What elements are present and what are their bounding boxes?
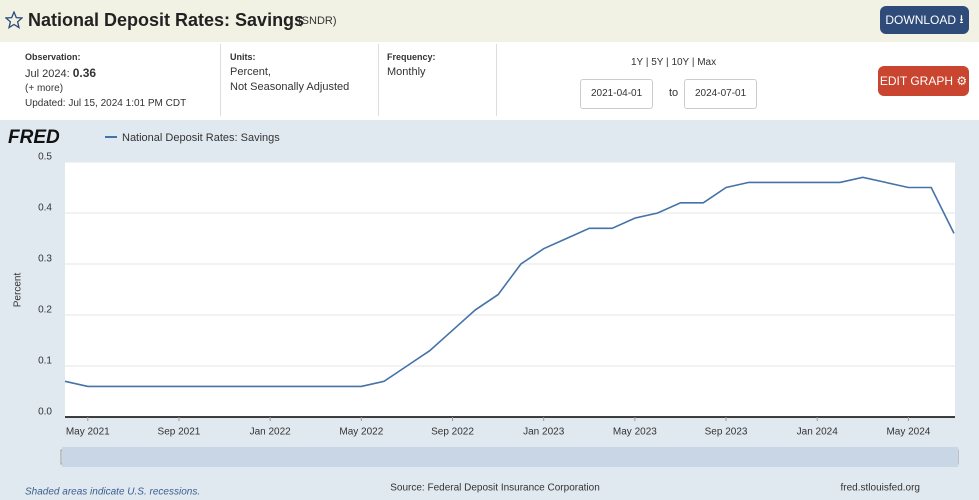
x-tick-label: Jan 2024 bbox=[797, 427, 839, 438]
edit-label: EDIT GRAPH bbox=[879, 74, 954, 88]
to-label: to bbox=[669, 87, 679, 99]
divider bbox=[220, 44, 221, 116]
title: National Deposit Rates: Savings bbox=[28, 10, 305, 30]
y-tick-label: 0.0 bbox=[38, 407, 52, 418]
y-tick-label: 0.4 bbox=[38, 203, 52, 214]
units-2: Not Seasonally Adjusted bbox=[230, 81, 350, 93]
y-axis-label: Percent bbox=[13, 273, 24, 308]
obs-value: 0.36 bbox=[72, 66, 97, 80]
obs-date: Jul 2024: bbox=[25, 68, 70, 80]
y-tick-label: 0.5 bbox=[38, 152, 52, 163]
plot-area bbox=[65, 162, 955, 417]
units-label: Units: bbox=[230, 52, 256, 62]
range[interactable]: Max bbox=[697, 57, 717, 68]
x-tick-label: Sep 2022 bbox=[431, 427, 474, 438]
header: National Deposit Rates: Savings (SNDR) D… bbox=[0, 0, 979, 42]
star-icon[interactable] bbox=[5, 11, 23, 29]
divider bbox=[378, 44, 379, 116]
x-tick-label: May 2021 bbox=[66, 427, 110, 438]
x-tick-label: Jan 2022 bbox=[250, 427, 292, 438]
x-tick-label: May 2023 bbox=[613, 427, 657, 438]
end-date[interactable]: 2024-07-01 bbox=[684, 79, 758, 109]
y-tick-label: 0.2 bbox=[38, 305, 52, 316]
x-tick-label: Sep 2023 bbox=[705, 427, 748, 438]
range[interactable]: 1Y bbox=[631, 57, 644, 68]
x-tick-label: Sep 2021 bbox=[158, 427, 201, 438]
freq-label: Frequency: bbox=[387, 52, 436, 62]
range[interactable]: 10Y bbox=[671, 57, 690, 68]
obs-label: Observation: bbox=[25, 52, 81, 62]
divider bbox=[496, 44, 497, 116]
navigator[interactable] bbox=[62, 447, 958, 467]
x-tick-label: Jan 2023 bbox=[523, 427, 565, 438]
series-line bbox=[64, 176, 955, 388]
range-links: 1Y | 5Y | 10Y | Max bbox=[631, 57, 717, 68]
units-1: Percent, bbox=[230, 66, 271, 78]
observation: Jul 2024: 0.36 bbox=[25, 66, 96, 80]
range[interactable]: 5Y bbox=[651, 57, 664, 68]
series-code: (SNDR) bbox=[298, 15, 337, 27]
more-link[interactable]: (+ more) bbox=[25, 83, 64, 94]
edit-graph-button[interactable]: EDIT GRAPH ⚙ bbox=[878, 66, 969, 96]
site: fred.stlouisfed.org bbox=[841, 483, 921, 494]
y-tick-label: 0.1 bbox=[38, 356, 52, 367]
source: Source: Federal Deposit Insurance Corpor… bbox=[390, 483, 600, 494]
x-tick-label: May 2022 bbox=[339, 427, 383, 438]
y-tick-label: 0.3 bbox=[38, 254, 52, 265]
fred-logo: FRED bbox=[8, 127, 60, 148]
recession-note: Shaded areas indicate U.S. recessions. bbox=[25, 487, 200, 498]
legend-entry: National Deposit Rates: Savings bbox=[122, 132, 280, 144]
start-date[interactable]: 2021-04-01 bbox=[580, 79, 654, 109]
download-label: DOWNLOAD bbox=[885, 13, 957, 27]
x-tick-label: May 2024 bbox=[886, 427, 930, 438]
frequency: Monthly bbox=[387, 66, 426, 78]
download-button[interactable]: DOWNLOAD ⭳ bbox=[880, 6, 969, 34]
info-bar: Observation: Jul 2024: 0.36 (+ more) Upd… bbox=[0, 42, 979, 120]
chart: FRED National Deposit Rates: Savings Per… bbox=[0, 120, 979, 500]
updated: Updated: Jul 15, 2024 1:01 PM CDT bbox=[25, 98, 187, 109]
